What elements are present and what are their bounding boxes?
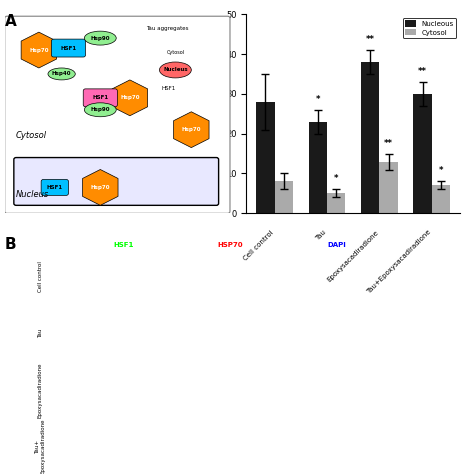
Text: Epoxysacadiradione: Epoxysacadiradione: [326, 229, 379, 283]
Bar: [413, 94, 432, 213]
Text: *: *: [438, 166, 443, 175]
Ellipse shape: [159, 62, 191, 78]
Text: Cell control: Cell control: [38, 261, 43, 292]
Text: Nucleus: Nucleus: [16, 191, 49, 200]
Text: Merge: Merge: [431, 242, 456, 248]
Text: Hsp70: Hsp70: [29, 47, 49, 53]
FancyBboxPatch shape: [5, 16, 230, 213]
Text: DAPI: DAPI: [327, 242, 346, 248]
FancyBboxPatch shape: [41, 180, 68, 195]
Text: A: A: [5, 14, 17, 29]
Text: Cytosol: Cytosol: [166, 50, 184, 55]
Text: HSF1: HSF1: [60, 46, 76, 51]
Text: HSF1: HSF1: [162, 86, 176, 91]
Text: Cytosol: Cytosol: [16, 131, 47, 140]
Text: *: *: [334, 174, 338, 183]
Text: Epoxysacadiradione: Epoxysacadiradione: [38, 362, 43, 418]
Text: HSF1: HSF1: [47, 185, 63, 190]
Text: Hsp70: Hsp70: [120, 95, 140, 100]
Text: Tau+Epoxysacadiradione: Tau+Epoxysacadiradione: [365, 229, 432, 295]
Bar: [274, 182, 293, 213]
Bar: [309, 122, 327, 213]
FancyBboxPatch shape: [51, 39, 85, 57]
Text: Nucleus: Nucleus: [163, 67, 188, 73]
Text: Hsp70: Hsp70: [91, 185, 110, 190]
Bar: [379, 162, 398, 213]
Bar: [327, 193, 345, 213]
Bar: [432, 185, 450, 213]
Ellipse shape: [48, 68, 75, 80]
Text: HSF1: HSF1: [92, 95, 109, 100]
Ellipse shape: [84, 31, 116, 45]
Text: Tau: Tau: [38, 328, 43, 337]
Text: **: **: [384, 138, 393, 147]
Bar: [361, 62, 379, 213]
Text: Tau: Tau: [314, 229, 327, 242]
Text: Hsp70: Hsp70: [182, 127, 201, 132]
Text: **: **: [365, 35, 374, 44]
Text: B: B: [5, 237, 17, 252]
Text: HSF1: HSF1: [113, 242, 133, 248]
Text: Cell control: Cell control: [242, 229, 274, 262]
Legend: Nucleous, Cytosol: Nucleous, Cytosol: [402, 18, 456, 38]
Text: HSP70: HSP70: [217, 242, 243, 248]
Text: Hsp90: Hsp90: [91, 36, 110, 41]
Text: Tau+
Epoxysacadiradione: Tau+ Epoxysacadiradione: [35, 419, 46, 474]
FancyBboxPatch shape: [14, 157, 219, 205]
FancyBboxPatch shape: [83, 89, 118, 107]
Text: Hsp90: Hsp90: [91, 107, 110, 112]
Y-axis label: HSF1 (Mean Intensity/ Area): HSF1 (Mean Intensity/ Area): [211, 60, 220, 168]
Text: Tau aggregates: Tau aggregates: [146, 26, 188, 31]
Text: Hsp40: Hsp40: [52, 72, 72, 76]
Text: *: *: [316, 95, 320, 104]
Bar: [256, 102, 274, 213]
Text: **: **: [418, 67, 427, 76]
Ellipse shape: [84, 103, 116, 117]
